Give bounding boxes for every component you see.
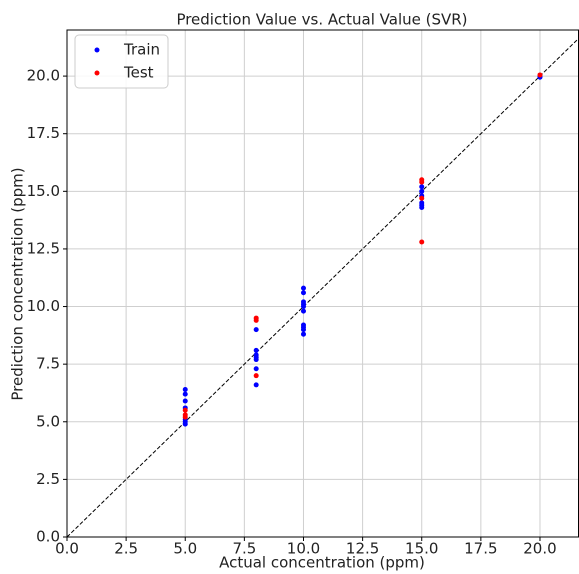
data-point (419, 179, 425, 185)
y-tick-label: 12.5 (27, 239, 60, 257)
y-tick-label: 15.0 (27, 182, 60, 200)
data-point (253, 382, 259, 388)
x-tick-label: 20.0 (523, 540, 556, 558)
data-point (419, 195, 425, 201)
x-tick-label: 15.0 (405, 540, 438, 558)
x-tick-label: 10.0 (287, 540, 320, 558)
data-point (537, 72, 543, 78)
x-tick-label: 0.0 (55, 540, 79, 558)
data-point (182, 398, 188, 404)
data-point (419, 239, 425, 245)
plot-frame (66, 29, 579, 538)
legend-label: Test (123, 64, 154, 82)
x-tick-label: 5.0 (173, 540, 197, 558)
data-point (300, 327, 306, 333)
reference-line (66, 37, 579, 538)
data-point (182, 387, 188, 393)
data-point (182, 391, 188, 397)
legend-marker (94, 70, 100, 76)
data-point (419, 204, 425, 210)
data-point (182, 414, 188, 420)
data-point (182, 421, 188, 427)
chart-title: Prediction Value vs. Actual Value (SVR) (176, 11, 467, 29)
y-tick-label: 2.5 (36, 470, 60, 488)
data-point (182, 407, 188, 413)
x-tick-label: 17.5 (464, 540, 497, 558)
y-axis-label: Prediction concentration (ppm) (9, 167, 27, 400)
legend-marker (94, 47, 100, 53)
y-tick-label: 7.5 (36, 355, 60, 373)
data-point (300, 285, 306, 291)
data-point (300, 290, 306, 296)
data-point (253, 366, 259, 372)
y-tick-label: 0.0 (36, 528, 60, 546)
x-tick-label: 12.5 (346, 540, 379, 558)
data-point (300, 308, 306, 314)
data-point (253, 317, 259, 323)
data-point (253, 327, 259, 333)
data-point (419, 188, 425, 194)
y-tick-label: 20.0 (27, 67, 60, 85)
x-tick-label: 7.5 (232, 540, 256, 558)
legend-label: Train (123, 41, 160, 59)
data-point (300, 331, 306, 337)
data-point (253, 357, 259, 363)
y-tick-label: 5.0 (36, 412, 60, 430)
data-point (300, 304, 306, 310)
x-axis-label: Actual concentration (ppm) (219, 554, 425, 572)
data-point (419, 184, 425, 190)
y-tick-label: 10.0 (27, 297, 60, 315)
data-point (253, 347, 259, 353)
data-point (253, 373, 259, 379)
y-tick-label: 17.5 (27, 124, 60, 142)
x-tick-label: 2.5 (114, 540, 138, 558)
